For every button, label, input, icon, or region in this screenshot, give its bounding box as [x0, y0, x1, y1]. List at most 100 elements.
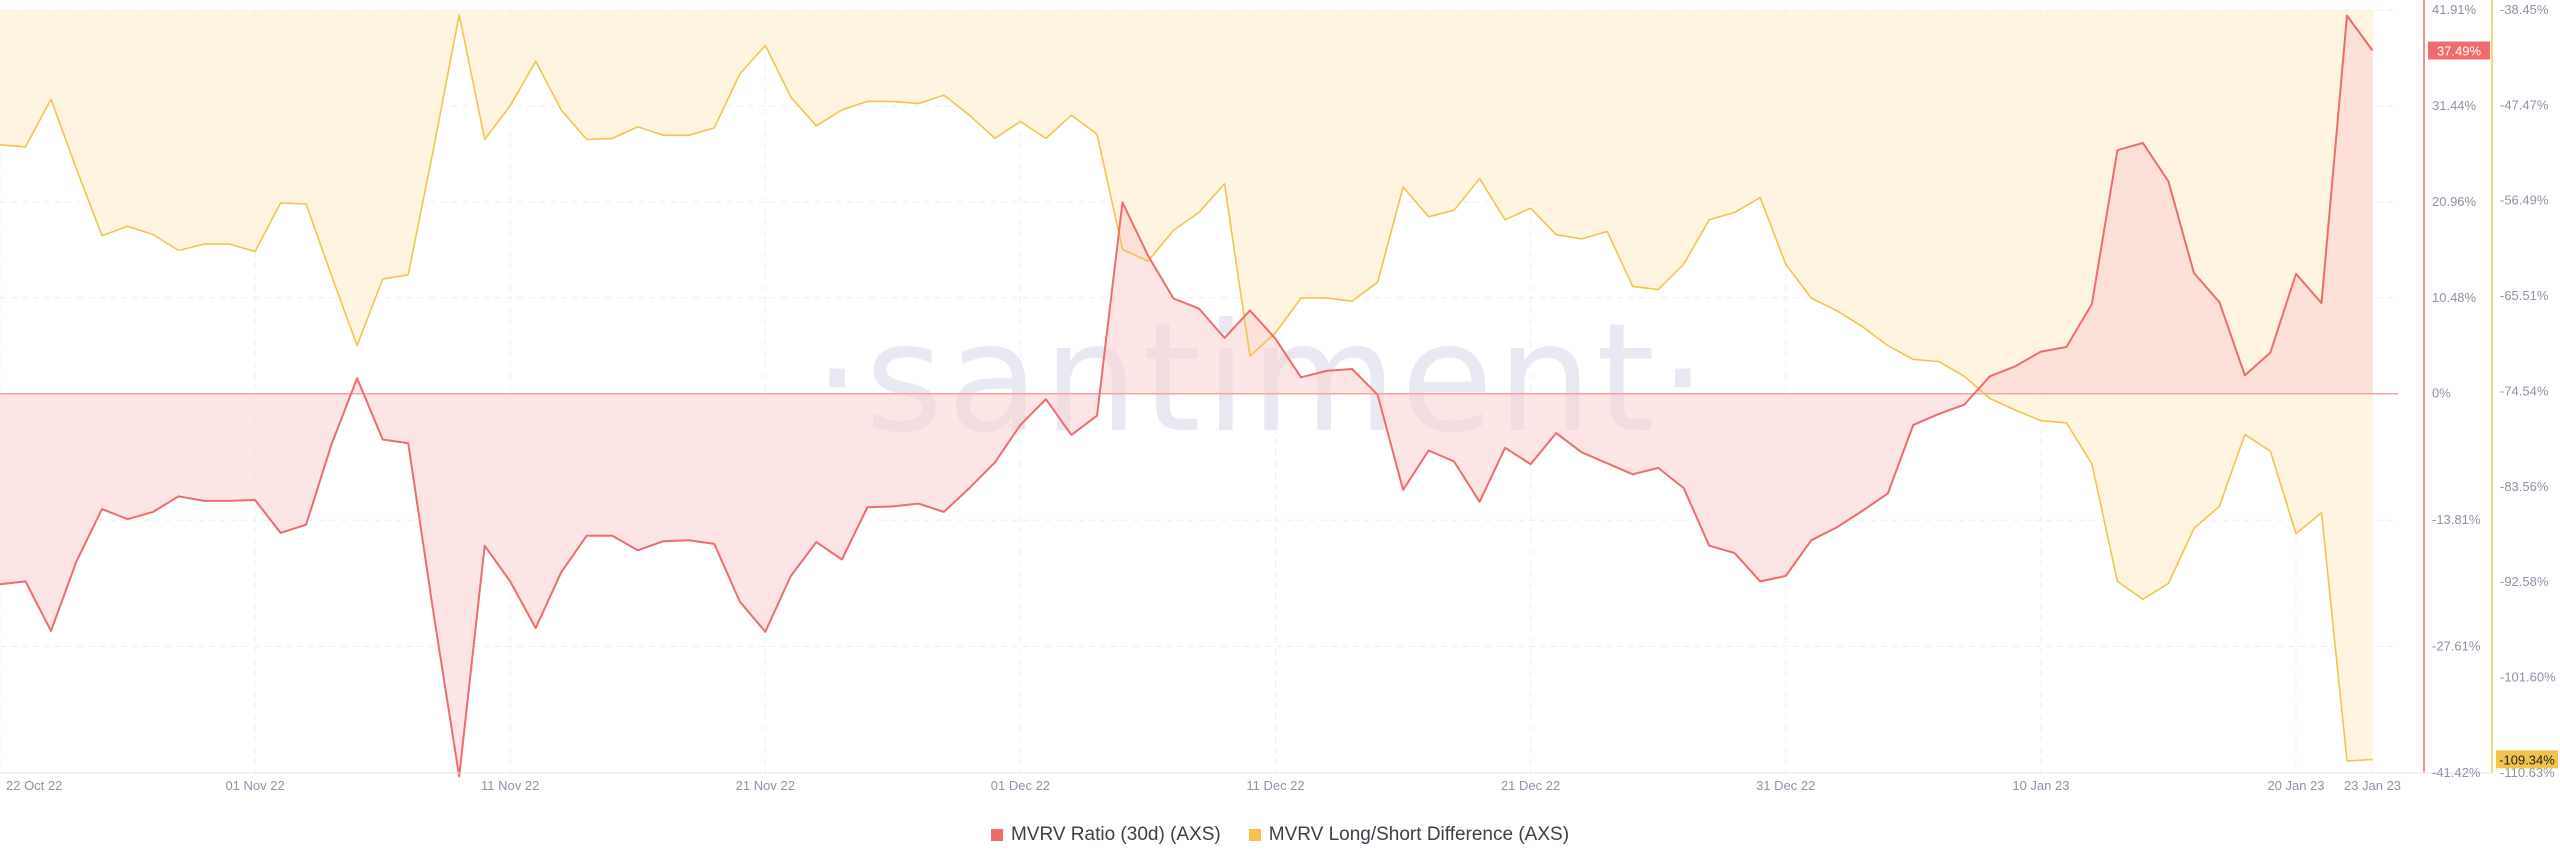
mvrv-ratio-point — [2014, 365, 2016, 367]
long-short-point — [637, 126, 639, 128]
mvrv-ratio-point — [994, 461, 996, 463]
label-layer: 41.91% 31.44% 20.96% 10.48% 0% -13.81% -27.61%… — [6, 2, 2558, 793]
y-left-tick-label: 31.44% — [2432, 98, 2477, 113]
long-short-point — [152, 233, 154, 235]
long-short-point — [2218, 505, 2220, 507]
area-layer — [0, 10, 2373, 777]
long-short-point — [484, 138, 486, 140]
long-short-point — [1402, 186, 1404, 188]
line-layer — [0, 14, 2398, 778]
y-left-tick-label: 41.91% — [2432, 2, 2477, 17]
x-tick-label: 23 Jan 23 — [2344, 778, 2401, 793]
long-short-point — [1861, 325, 1863, 327]
long-short-point — [407, 274, 409, 276]
mvrv-ratio-point — [1121, 201, 1123, 203]
y-left-tick-label: -41.42% — [2432, 765, 2481, 780]
long-short-point — [2295, 533, 2297, 535]
long-short-point — [1070, 114, 1072, 116]
long-short-point — [2167, 582, 2169, 584]
mvrv-ratio-point — [662, 540, 664, 542]
mvrv-ratio-line — [0, 14, 2374, 778]
mvrv-ratio-point — [484, 545, 486, 547]
long-short-point — [2269, 450, 2271, 452]
y-right-tick-label: -110.63% — [2500, 765, 2555, 780]
long-short-point — [994, 137, 996, 139]
mvrv-ratio-point — [2244, 374, 2246, 376]
legend-item-mvrv-long-short[interactable]: MVRV Long/Short Difference (AXS) — [1248, 824, 1569, 846]
long-short-point — [1223, 183, 1225, 185]
mvrv-ratio-point — [535, 627, 537, 629]
long-short-point — [841, 109, 843, 111]
mvrv-ratio-point — [1223, 337, 1225, 339]
long-short-point — [1810, 297, 1812, 299]
mvrv-ratio-point — [866, 506, 868, 508]
long-short-point — [1504, 219, 1506, 221]
mvrv-ratio-point — [943, 511, 945, 513]
mvrv-ratio-point — [2142, 142, 2144, 144]
mvrv-ratio-point — [177, 495, 179, 497]
long-short-point — [1657, 288, 1659, 290]
long-short-point — [535, 60, 537, 62]
long-short-point — [1555, 233, 1557, 235]
x-tick-label: 01 Nov 22 — [225, 778, 284, 793]
mvrv-ratio-point — [2091, 303, 2093, 305]
mvrv-ratio-point — [1708, 545, 1710, 547]
long-short-point — [2371, 758, 2373, 760]
long-short-point — [1963, 375, 1965, 377]
long-short-point — [560, 109, 562, 111]
y-right-tick-label: -65.51% — [2500, 288, 2549, 303]
x-tick-label: 11 Nov 22 — [481, 778, 539, 793]
mvrv-ratio-point — [1657, 467, 1659, 469]
mvrv-ratio-point — [2320, 302, 2322, 304]
long-short-point — [1759, 196, 1761, 198]
mvrv-ratio-point — [356, 377, 358, 379]
y-left-tick-label: -13.81% — [2432, 512, 2481, 527]
y-left-tick-label: 20.96% — [2432, 194, 2477, 209]
long-short-point — [2346, 760, 2348, 762]
x-tick-label: 11 Dec 22 — [1246, 778, 1304, 793]
long-short-point — [892, 100, 894, 102]
mvrv-ratio-point — [560, 571, 562, 573]
x-tick-label: 01 Dec 22 — [991, 778, 1050, 793]
long-short-line — [0, 14, 2373, 762]
mvrv-ratio-point — [152, 511, 154, 513]
long-short-point — [1938, 360, 1940, 362]
mvrv-ratio-point — [1810, 539, 1812, 541]
mvrv-ratio-point — [1453, 460, 1455, 462]
long-short-point — [1045, 137, 1047, 139]
long-short-point — [75, 168, 77, 170]
mvrv-ratio-point — [75, 560, 77, 562]
long-short-point — [1478, 177, 1480, 179]
long-short-point — [586, 138, 588, 140]
legend-item-mvrv-ratio[interactable]: MVRV Ratio (30d) (AXS) — [990, 824, 1221, 846]
mvrv-ratio-point — [50, 630, 52, 632]
long-short-point — [126, 225, 128, 227]
mvrv-ratio-last-value: 37.49% — [2437, 44, 2482, 59]
long-short-point — [1453, 209, 1455, 211]
long-short-point — [1019, 120, 1021, 122]
mvrv-ratio-point — [228, 500, 230, 502]
mvrv-ratio-point — [1683, 487, 1685, 489]
long-short-point — [1121, 248, 1123, 250]
mvrv-ratio-point — [1836, 526, 1838, 528]
y-right-tick-label: -38.45% — [2500, 2, 2549, 17]
mvrv-ratio-point — [2065, 346, 2067, 348]
mvrv-ratio-point — [2346, 14, 2348, 16]
mvrv-ratio-point — [841, 558, 843, 560]
mvrv-ratio-point — [892, 505, 894, 507]
legend-swatch-mvrv-ratio — [990, 829, 1003, 841]
long-short-point — [458, 14, 460, 16]
long-short-point — [509, 105, 511, 107]
mvrv-ratio-point — [1147, 254, 1149, 256]
long-short-point — [662, 134, 664, 136]
mvrv-ratio-last-badge — [2428, 41, 2490, 60]
mvrv-ratio-point — [2269, 351, 2271, 353]
mvrv-ratio-point — [968, 487, 970, 489]
long-short-point — [2014, 409, 2016, 411]
long-short-point — [968, 114, 970, 116]
x-tick-label: 10 Jan 23 — [2012, 778, 2069, 793]
long-short-point — [2065, 422, 2067, 424]
long-short-point — [1785, 263, 1787, 265]
long-short-point — [2320, 511, 2322, 513]
long-short-point — [2244, 433, 2246, 435]
